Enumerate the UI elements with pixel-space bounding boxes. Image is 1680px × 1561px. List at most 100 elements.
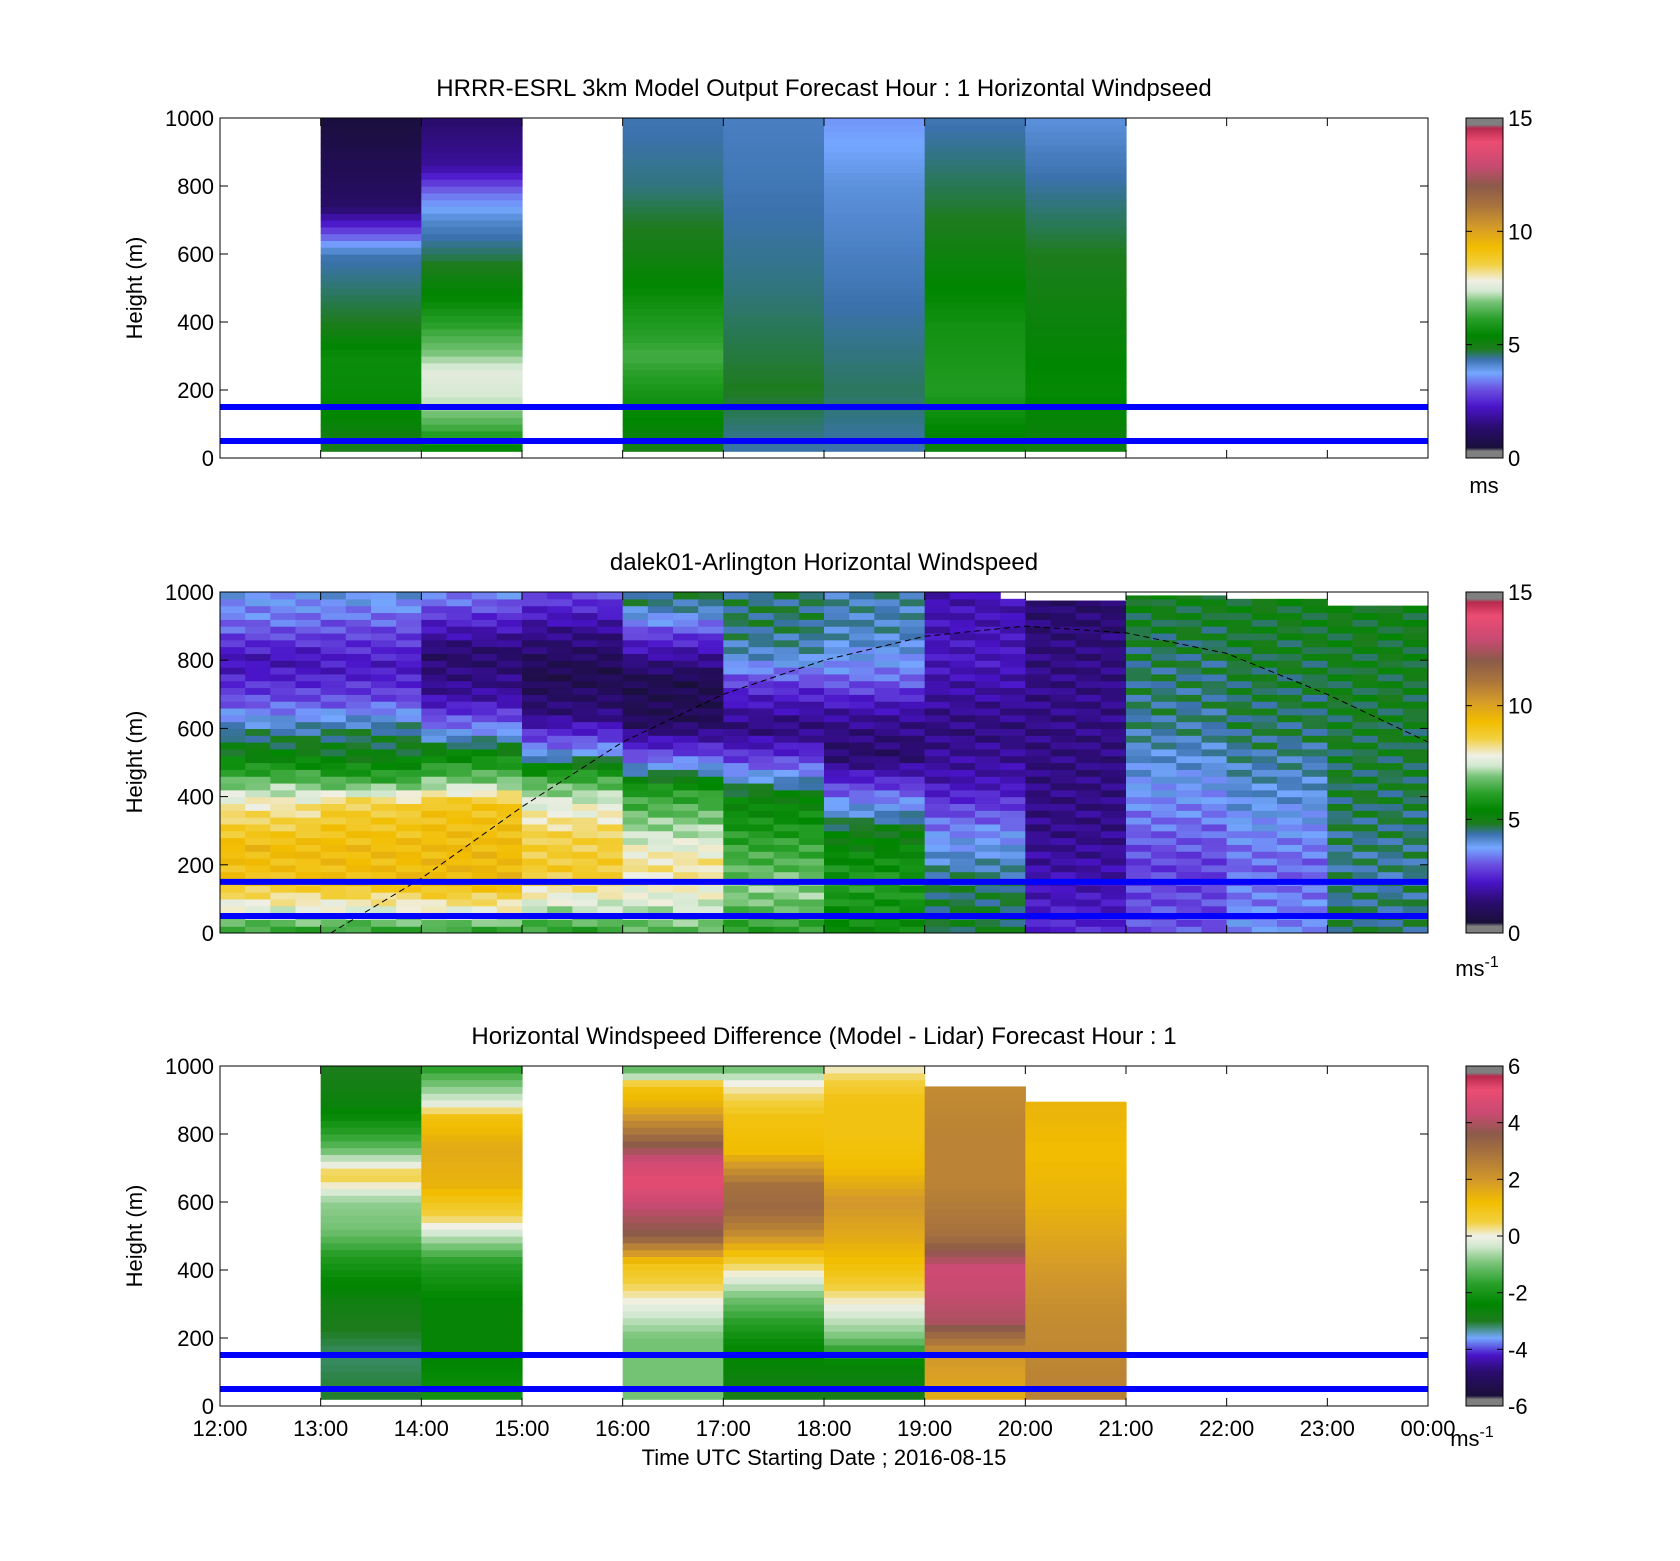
heatmap-cell [597, 694, 624, 702]
heatmap-cell [1504, 892, 1530, 899]
heatmap-cell [421, 1079, 523, 1087]
heatmap-cell [421, 1310, 523, 1319]
heatmap-cell [748, 837, 775, 845]
heatmap-cell [924, 1365, 1026, 1373]
heatmap-cell [295, 687, 322, 695]
x-ticks [219, 118, 1429, 458]
heatmap-cell [522, 673, 548, 682]
heatmap-cell [1151, 782, 1177, 791]
heatmap-cell [849, 735, 875, 743]
heatmap-cell [421, 172, 523, 180]
heatmap-cell [1377, 653, 1404, 661]
heatmap-cell [824, 1113, 926, 1121]
heatmap-cell [723, 247, 825, 255]
heatmap-cell [849, 721, 875, 729]
heatmap-cell [647, 667, 674, 675]
heatmap-cell [597, 748, 624, 757]
heatmap-cell [1000, 687, 1026, 695]
heatmap-cell [824, 274, 926, 282]
heatmap-cell [446, 844, 473, 852]
heatmap-cell [1025, 1283, 1127, 1291]
heatmap-cell [1050, 782, 1077, 791]
heatmap-cell [924, 383, 1026, 391]
heatmap-cell [723, 1229, 825, 1237]
heatmap-cell [975, 885, 1001, 893]
heatmap-cell [1025, 179, 1127, 187]
heatmap-cell [220, 619, 246, 627]
heatmap-cell [849, 639, 875, 648]
heatmap-cell [1277, 673, 1303, 682]
heatmap-cell [773, 721, 800, 729]
heatmap-cell [1201, 796, 1228, 805]
heatmap-cell [622, 294, 724, 303]
heatmap-cell [1050, 735, 1077, 743]
heatmap-cell [622, 769, 649, 777]
heatmap-cell [723, 776, 750, 784]
heatmap-cell [421, 1317, 523, 1325]
heatmap-cell [924, 721, 951, 729]
heatmap-cell [371, 776, 397, 784]
heatmap-cell [1327, 898, 1354, 907]
heatmap-cell [522, 789, 548, 798]
heatmap-cell [1151, 653, 1177, 661]
heatmap-cell [1151, 612, 1177, 620]
heatmap-cell [798, 810, 825, 818]
x-tick-label: 00:00 [1400, 1416, 1455, 1441]
heatmap-cell [522, 782, 548, 791]
heatmap-cell [874, 694, 901, 702]
heatmap-cell [1176, 830, 1203, 839]
heatmap-cell [1226, 639, 1253, 648]
heatmap-cell [622, 1086, 724, 1094]
heatmap-cell [320, 864, 347, 873]
heatmap-cell [1428, 817, 1454, 824]
heatmap-cell [1201, 892, 1228, 900]
heatmap-cell [1428, 844, 1454, 851]
heatmap-cell [1126, 796, 1152, 805]
heatmap-cell [874, 769, 901, 777]
heatmap-cell [547, 598, 573, 607]
heatmap-cell [446, 701, 473, 709]
heatmap-cell [849, 687, 875, 695]
heatmap-cell [496, 837, 523, 845]
heatmap-cell [949, 632, 976, 641]
heatmap-cell [1302, 803, 1328, 811]
heatmap-cell [270, 748, 297, 757]
heatmap-cell [849, 789, 875, 798]
heatmap-cell [1201, 721, 1228, 729]
heatmap-cell [874, 660, 901, 668]
y-tick-label: 1000 [165, 1054, 214, 1079]
heatmap-cell [874, 667, 901, 675]
heatmap-cell [824, 755, 850, 764]
heatmap-cell [522, 748, 548, 757]
heatmap-cell [371, 851, 397, 859]
heatmap-cell [924, 152, 1026, 160]
heatmap-cell [773, 782, 800, 791]
heatmap-cell [975, 776, 1001, 784]
heatmap-cell [320, 1297, 422, 1305]
heatmap-cell [824, 1188, 926, 1196]
heatmap-cell [320, 138, 422, 146]
x-tick-label: 16:00 [595, 1416, 650, 1441]
heatmap-cell [220, 605, 246, 614]
heatmap-cell [924, 1140, 1026, 1149]
heatmap-cell [798, 721, 825, 729]
heatmap-cell [1126, 646, 1152, 654]
heatmap-cell [1100, 871, 1127, 880]
heatmap-cell [1151, 687, 1177, 695]
heatmap-cell [1327, 714, 1354, 723]
heatmap-cell [572, 592, 599, 600]
heatmap-cell [1151, 632, 1177, 641]
heatmap-cell [1025, 220, 1127, 228]
heatmap-cell [471, 926, 498, 933]
heatmap-cell [1000, 714, 1026, 723]
heatmap-cell [1176, 667, 1203, 675]
heatmap-cell [647, 823, 674, 832]
heatmap-cell [320, 667, 347, 675]
heatmap-cell [1075, 885, 1102, 893]
heatmap-cell [522, 735, 548, 743]
heatmap-cell [1176, 851, 1203, 859]
heatmap-cell [824, 871, 850, 880]
heatmap-cell [1302, 748, 1328, 757]
heatmap-cell [748, 728, 775, 736]
heatmap-cell [421, 444, 523, 452]
